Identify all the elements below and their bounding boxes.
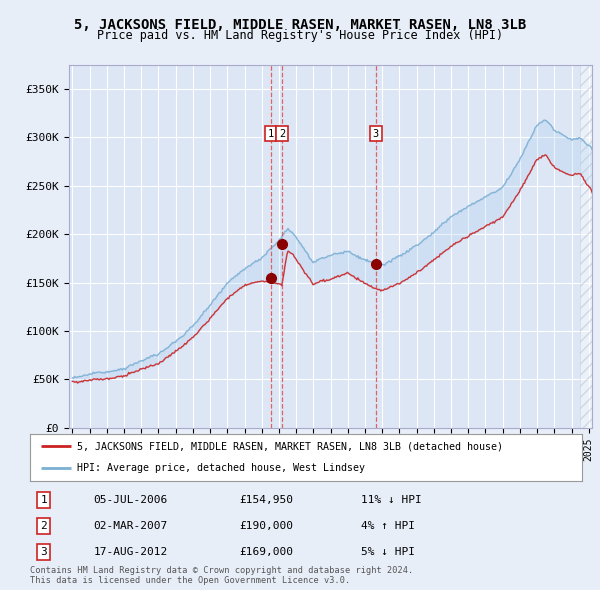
Text: 3: 3 bbox=[373, 129, 379, 139]
Text: 17-AUG-2012: 17-AUG-2012 bbox=[94, 547, 168, 557]
Text: 2: 2 bbox=[279, 129, 285, 139]
Text: 5% ↓ HPI: 5% ↓ HPI bbox=[361, 547, 415, 557]
Text: £169,000: £169,000 bbox=[240, 547, 294, 557]
Text: HPI: Average price, detached house, West Lindsey: HPI: Average price, detached house, West… bbox=[77, 463, 365, 473]
Text: This data is licensed under the Open Government Licence v3.0.: This data is licensed under the Open Gov… bbox=[30, 576, 350, 585]
Text: 2: 2 bbox=[40, 521, 47, 530]
Text: 05-JUL-2006: 05-JUL-2006 bbox=[94, 494, 168, 504]
Text: 3: 3 bbox=[40, 547, 47, 557]
Text: £190,000: £190,000 bbox=[240, 521, 294, 530]
Text: Contains HM Land Registry data © Crown copyright and database right 2024.: Contains HM Land Registry data © Crown c… bbox=[30, 566, 413, 575]
Text: 02-MAR-2007: 02-MAR-2007 bbox=[94, 521, 168, 530]
Text: £154,950: £154,950 bbox=[240, 494, 294, 504]
Text: 1: 1 bbox=[40, 494, 47, 504]
Text: 1: 1 bbox=[268, 129, 274, 139]
Text: 5, JACKSONS FIELD, MIDDLE RASEN, MARKET RASEN, LN8 3LB (detached house): 5, JACKSONS FIELD, MIDDLE RASEN, MARKET … bbox=[77, 441, 503, 451]
Text: 11% ↓ HPI: 11% ↓ HPI bbox=[361, 494, 422, 504]
Text: 4% ↑ HPI: 4% ↑ HPI bbox=[361, 521, 415, 530]
Bar bbox=[580, 65, 600, 428]
Text: Price paid vs. HM Land Registry's House Price Index (HPI): Price paid vs. HM Land Registry's House … bbox=[97, 30, 503, 42]
Text: 5, JACKSONS FIELD, MIDDLE RASEN, MARKET RASEN, LN8 3LB: 5, JACKSONS FIELD, MIDDLE RASEN, MARKET … bbox=[74, 18, 526, 32]
